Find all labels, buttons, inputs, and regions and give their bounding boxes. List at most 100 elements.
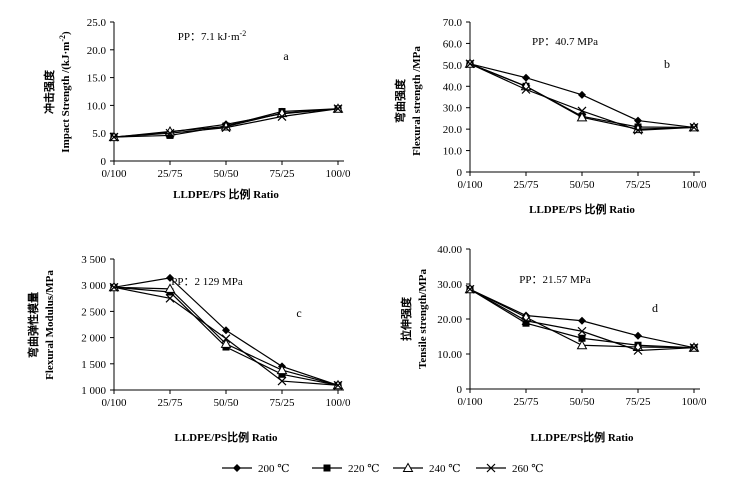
x-tick-label-d-3: 50/50 xyxy=(569,396,595,408)
x-tick-label-b-4: 75/25 xyxy=(625,179,651,191)
y-tick-label-a-5: 20.0 xyxy=(87,45,107,57)
x-tick-label-d-2: 25/75 xyxy=(513,396,539,408)
y-tick-label-d-5: 40.00 xyxy=(437,244,462,256)
y-axis-label-en-text-b: Flexural strength /MPa xyxy=(411,46,423,156)
y-tick-label-d-4: 30.00 xyxy=(437,279,462,291)
annotation-c: PP：2 129 MPa xyxy=(171,276,243,288)
point-c-s3-3 xyxy=(220,338,232,348)
panel-letter-d: d xyxy=(652,301,658,315)
x-tick-label-c-3: 50/50 xyxy=(213,397,239,409)
point-d-s1-3 xyxy=(578,316,586,325)
y-tick-label-a-1: 0 xyxy=(101,156,107,168)
x-tick-label-a-3: 50/50 xyxy=(213,168,239,180)
x-tick-label-a-5: 100/0 xyxy=(325,168,351,180)
series-line-c-3 xyxy=(113,286,339,386)
point-c-s4-4 xyxy=(277,376,287,386)
legend: 200 ℃ 220 ℃ 240 ℃ 260 ℃ xyxy=(222,462,544,475)
x-tick-label-d-4: 75/25 xyxy=(625,396,651,408)
y-tick-label-c-5: 3 000 xyxy=(81,280,106,292)
annotation-d: PP：21.57 MPa xyxy=(519,274,591,286)
y-tick-label-b-1: 0 xyxy=(457,167,463,179)
point-c-s4-2 xyxy=(165,293,175,303)
y-tick-label-b-7: 60.0 xyxy=(443,38,463,50)
point-a-s4-4 xyxy=(277,112,287,121)
point-b-s4-5 xyxy=(689,123,699,132)
legend-item-1: 200 ℃ xyxy=(222,463,290,475)
legend-label-2: 220 ℃ xyxy=(348,463,380,475)
y-tick-label-a-3: 10.0 xyxy=(87,100,107,112)
point-d-s2-3 xyxy=(578,334,586,342)
y-axis-label-en-a: Impact Strength /(kJ·m-2) xyxy=(58,31,72,153)
y-tick-label-d-2: 10.00 xyxy=(437,349,462,361)
y-axis-label-en-c: Flexural Modulus/MPa xyxy=(44,270,56,380)
point-b-s4-3 xyxy=(577,106,587,116)
y-axis-label-cn-b: 弯曲强度 xyxy=(393,78,407,123)
y-axis-label-en-text-c: Flexural Modulus/MPa xyxy=(44,270,56,380)
x-tick-label-d-5: 100/0 xyxy=(681,396,707,408)
x-tick-label-b-5: 100/0 xyxy=(681,179,707,191)
y-axis-label-sup-a: -2 xyxy=(58,35,67,42)
x-tick-label-b-3: 50/50 xyxy=(569,179,595,191)
point-legend-s2-1 xyxy=(323,464,331,472)
y-tick-label-c-4: 2 500 xyxy=(81,306,106,318)
y-axis-label-cn-d: 拉伸强度 xyxy=(399,296,413,341)
chart-d: 0 10.00 20.00 30.00 40.00 0/100 25/75 50/50 75/2… xyxy=(399,244,707,444)
legend-label-1: 200 ℃ xyxy=(258,463,290,475)
y-tick-label-a-6: 25.0 xyxy=(87,17,107,29)
legend-label-3: 240 ℃ xyxy=(429,463,461,475)
x-tick-label-a-2: 25/75 xyxy=(157,168,183,180)
point-c-s3-2 xyxy=(164,283,176,293)
point-c-s2-4 xyxy=(278,370,286,378)
series-line-c-4 xyxy=(113,286,339,386)
point-b-s4-1 xyxy=(465,59,475,69)
point-d-s4-2 xyxy=(521,316,531,326)
y-tick-label-d-1: 0 xyxy=(457,384,463,396)
y-axis-label-cn-a: 冲击强度 xyxy=(42,69,56,114)
point-legend-s1-1 xyxy=(233,464,241,472)
point-legend-s3-1 xyxy=(402,462,414,472)
legend-item-4: 260 ℃ xyxy=(476,463,544,475)
y-tick-label-c-1: 1 000 xyxy=(81,385,106,397)
legend-item-2: 220 ℃ xyxy=(312,463,380,475)
x-axis-label-a: LLDPE/PS 比例 Ratio xyxy=(173,187,279,201)
y-axis-label-en-text-d: Tensile strength/MPa xyxy=(417,269,429,369)
point-b-s4-2 xyxy=(521,85,531,94)
annotation-text-a: PP：7.1 kJ·m xyxy=(178,31,240,43)
y-tick-label-c-2: 1 500 xyxy=(81,359,106,371)
x-tick-label-c-1: 0/100 xyxy=(101,397,127,409)
legend-label-4: 260 ℃ xyxy=(512,463,544,475)
x-tick-label-b-1: 0/100 xyxy=(457,179,483,191)
point-a-s4-5 xyxy=(333,104,343,114)
y-tick-label-b-5: 40.0 xyxy=(443,81,463,93)
point-b-s4-4 xyxy=(633,125,643,135)
annotation-text-b: PP：40.7 MPa xyxy=(532,36,598,48)
point-a-s4-3 xyxy=(221,123,231,133)
chart-b: 0 10.0 20.0 30.0 40.0 50.0 60.0 70.0 0/100 25/75 5… xyxy=(393,17,707,216)
point-c-s4-1 xyxy=(109,282,119,292)
y-tick-label-c-6: 3 500 xyxy=(81,254,106,266)
point-d-s4-3 xyxy=(577,326,587,336)
point-a-s4-2 xyxy=(165,128,175,138)
x-axis-label-c: LLDPE/PS比例 Ratio xyxy=(175,430,278,444)
series-line-c-2 xyxy=(113,286,339,386)
point-c-s4-3 xyxy=(221,334,231,344)
point-d-s2-2 xyxy=(522,319,530,327)
annotation-b: PP：40.7 MPa xyxy=(532,36,598,48)
x-tick-label-c-2: 25/75 xyxy=(157,397,183,409)
legend-item-3: 240 ℃ xyxy=(393,462,461,475)
point-d-s1-4 xyxy=(634,331,642,340)
y-tick-label-b-8: 70.0 xyxy=(443,17,463,29)
point-b-s3-3 xyxy=(576,111,588,122)
x-tick-label-d-1: 0/100 xyxy=(457,396,483,408)
y-tick-label-d-3: 20.00 xyxy=(437,314,462,326)
point-a-s4-1 xyxy=(109,132,119,142)
x-tick-label-b-2: 25/75 xyxy=(513,179,539,191)
chart-c: 1 000 1 500 2 000 2 500 3 000 3 500 0/100 25/75… xyxy=(26,254,351,444)
point-c-s1-2 xyxy=(166,273,174,282)
point-c-s3-4 xyxy=(276,364,288,375)
point-b-s1-2 xyxy=(522,73,530,82)
y-axis-label-close-a: ) xyxy=(60,31,72,35)
y-tick-label-a-2: 5.0 xyxy=(92,128,106,140)
y-tick-label-b-4: 30.0 xyxy=(443,103,463,115)
